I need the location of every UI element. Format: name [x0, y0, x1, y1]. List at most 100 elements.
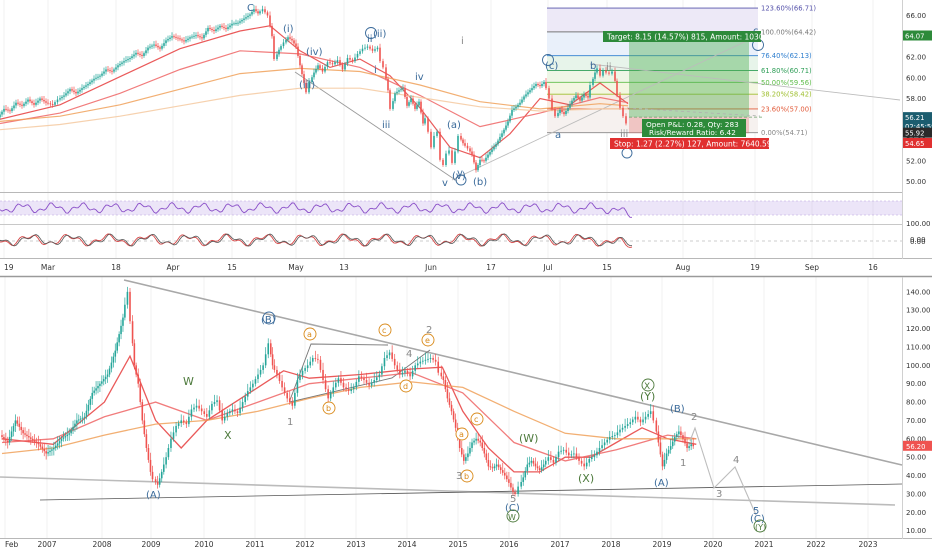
candle-body	[379, 47, 381, 62]
candle-body	[682, 435, 684, 439]
candle-body	[79, 418, 82, 420]
candle-body	[110, 362, 113, 369]
wave-label: (C)	[505, 503, 520, 514]
candle-body	[619, 429, 621, 433]
candle-body	[686, 443, 688, 448]
candle-body	[667, 449, 670, 454]
fib-band	[547, 82, 758, 95]
candle-body	[89, 82, 91, 84]
candle-body	[101, 73, 103, 76]
candle-body	[211, 28, 213, 30]
candle-body	[411, 370, 414, 377]
candle-body	[122, 317, 124, 326]
candle-body	[567, 107, 569, 111]
candle-body	[215, 29, 217, 32]
wave-label: 2	[426, 325, 432, 336]
candle-body	[114, 350, 117, 357]
candle-body	[294, 392, 296, 406]
candle-body	[111, 70, 113, 72]
price-badge-label: 55.92	[905, 130, 924, 138]
candle-body	[45, 451, 47, 454]
x-tick-label: 2009	[141, 540, 160, 549]
candle-body	[501, 470, 504, 473]
wave-label: a	[555, 130, 561, 141]
candle-body	[93, 78, 95, 81]
candle-body	[283, 387, 286, 393]
candle-body	[33, 103, 35, 105]
x-tick-label: 2016	[499, 540, 518, 549]
candle-body	[588, 459, 591, 463]
candle-body	[35, 102, 37, 105]
fib-label: 61.80%(60.71)	[761, 67, 812, 75]
candle-body	[99, 383, 101, 386]
candle-body	[135, 52, 137, 55]
candle-body	[535, 84, 537, 87]
candle-body	[87, 84, 89, 86]
candle-body	[382, 61, 384, 68]
x-tick-label: 2017	[550, 540, 569, 549]
candle-body	[43, 448, 46, 452]
candle-body	[326, 62, 329, 67]
candle-body	[398, 90, 400, 92]
candle-body	[208, 410, 211, 417]
candle-body	[76, 420, 78, 424]
candle-body	[368, 382, 370, 386]
candle-body	[149, 46, 151, 48]
candle-body	[15, 102, 17, 106]
position-zone	[629, 35, 762, 134]
candle-body	[0, 114, 1, 118]
candle-body	[187, 38, 189, 41]
candle-body	[247, 15, 249, 18]
candle-body	[16, 420, 19, 424]
x-tick-label: 16	[868, 263, 878, 272]
candle-body	[201, 37, 203, 39]
candle-body	[124, 304, 126, 318]
candle-body	[361, 48, 364, 52]
candle-body	[105, 69, 107, 72]
wave-circle	[399, 379, 413, 393]
candle-body	[308, 81, 310, 93]
wave-label: X	[644, 382, 650, 392]
candle-body	[448, 150, 450, 154]
candle-body	[41, 446, 44, 449]
wave-label: iii	[620, 129, 628, 140]
candle-body	[244, 396, 246, 403]
candle-body	[63, 95, 65, 97]
candle-body	[420, 101, 422, 113]
candle-body	[608, 436, 611, 440]
x-tick-label: Aug	[676, 263, 691, 272]
x-tick-label: 2013	[346, 540, 365, 549]
candle-body	[103, 71, 105, 74]
candle-body	[454, 419, 457, 428]
candle-body	[335, 382, 337, 388]
candle-body	[526, 464, 529, 471]
candle-body	[172, 432, 175, 439]
candle-body	[129, 58, 131, 60]
x-tick-label: 2022	[806, 540, 825, 549]
candle-body	[596, 68, 598, 73]
x-tick-label: 2014	[397, 540, 416, 549]
candle-body	[462, 139, 464, 144]
candle-body	[1, 435, 3, 437]
candle-body	[414, 103, 416, 109]
candle-body	[28, 436, 30, 438]
candle-body	[115, 67, 117, 70]
candle-body	[374, 49, 376, 51]
candle-body	[345, 387, 347, 390]
candle-body	[257, 11, 259, 14]
candle-body	[561, 109, 563, 113]
candle-body	[135, 365, 137, 375]
candle-body	[154, 479, 157, 482]
candle-body	[525, 94, 527, 97]
candle-body	[402, 88, 404, 90]
x-tick-label: 2011	[245, 540, 264, 549]
candle-body	[589, 85, 591, 98]
trendline	[0, 476, 896, 506]
candle-body	[477, 438, 479, 441]
fib-band	[547, 70, 758, 83]
candle-body	[503, 129, 505, 134]
candle-body	[198, 405, 200, 409]
candle-body	[624, 425, 626, 428]
candle-body	[491, 467, 494, 469]
candle-body	[322, 369, 324, 381]
